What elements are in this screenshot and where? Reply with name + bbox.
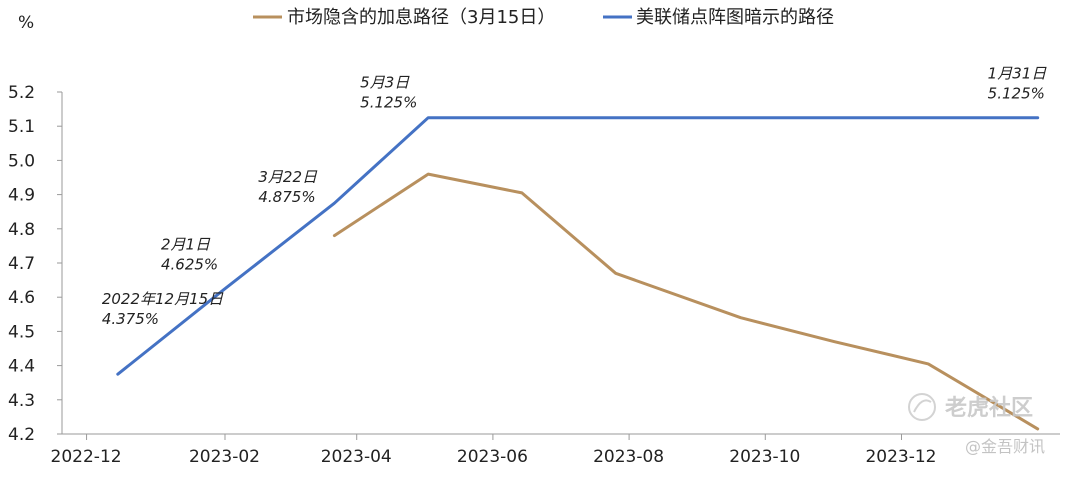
series-0-point (521, 192, 523, 194)
annotation-date-label: 5月3日 (360, 74, 410, 92)
watermark-line-2: @金吾财讯 (965, 437, 1045, 456)
x-tick-label: 2023-10 (729, 447, 800, 467)
y-axis: 4.2 4.3 4.4 4.5 4.6 4.7 4.8 4.9 5.0 5.1 5.2 (8, 83, 63, 445)
series-0-point (1037, 428, 1039, 430)
y-axis-unit: % (18, 13, 34, 33)
annotation-date-label: 3月22日 (258, 168, 318, 186)
y-tick-label: 5.2 (8, 83, 35, 103)
watermark: 老虎社区 @金吾财讯 (908, 393, 1045, 456)
y-tick-label: 4.5 (8, 322, 35, 342)
series-0-point (427, 173, 429, 175)
series-1-point (427, 117, 429, 119)
y-tick-label: 5.0 (8, 151, 35, 171)
x-tick-label: 2023-04 (321, 447, 392, 467)
series-1-point (333, 202, 335, 204)
x-tick-label: 2023-02 (189, 447, 260, 467)
series-0-point (615, 272, 617, 274)
y-tick-label: 4.4 (8, 357, 35, 377)
series-line-1 (116, 116, 1040, 376)
legend-label-market: 市场隐含的加息路径（3月15日） (287, 7, 555, 28)
annotation-value-label: 4.875% (258, 188, 315, 206)
x-axis: 2022-12 2023-02 2023-04 2023-06 2023-08 2023-… (51, 433, 1060, 467)
watermark-line-1: 老虎社区 (944, 395, 1033, 421)
y-tick-label: 5.1 (8, 117, 35, 137)
annotation-value-label: 5.125% (360, 94, 417, 112)
x-tick-label: 2023-06 (457, 447, 528, 467)
y-tick-label: 4.6 (8, 288, 35, 308)
y-tick-label: 4.8 (8, 220, 35, 240)
series-1-point (117, 373, 119, 375)
series-0-point (333, 235, 335, 237)
y-tick-label: 4.3 (8, 391, 35, 411)
series-0-point (834, 341, 836, 343)
annotation-value-label: 4.375% (102, 310, 159, 328)
series-layer (116, 116, 1040, 431)
x-tick-label: 2023-08 (593, 447, 664, 467)
series-line-0 (332, 172, 1040, 431)
x-tick-label: 2023-12 (865, 447, 936, 467)
annotation-date-label: 1月31日 (988, 65, 1048, 83)
annotation-value-label: 4.625% (161, 256, 218, 274)
annotation-date-label: 2月1日 (161, 236, 211, 254)
watermark-logo-icon (908, 393, 936, 421)
x-tick-label: 2022-12 (51, 447, 122, 467)
annotation-date-label: 2022年12月15日 (102, 290, 224, 308)
annotation-layer: 2022年12月15日 4.375% 2月1日 4.625% 3月22日 4.875% 5月… (102, 65, 1048, 328)
series-1-point (1037, 117, 1039, 119)
y-tick-label: 4.2 (8, 425, 35, 445)
y-tick-label: 4.7 (8, 254, 35, 274)
series-0-point (927, 363, 929, 365)
y-tick-label: 4.9 (8, 186, 35, 206)
series-0-point (740, 317, 742, 319)
legend: 市场隐含的加息路径（3月15日） 美联储点阵图暗示的路径 (253, 7, 834, 28)
annotation-value-label: 5.125% (988, 85, 1045, 103)
series-1-point (224, 288, 226, 290)
legend-label-fed: 美联储点阵图暗示的路径 (636, 7, 834, 28)
watermark-logo-stroke (913, 399, 932, 413)
